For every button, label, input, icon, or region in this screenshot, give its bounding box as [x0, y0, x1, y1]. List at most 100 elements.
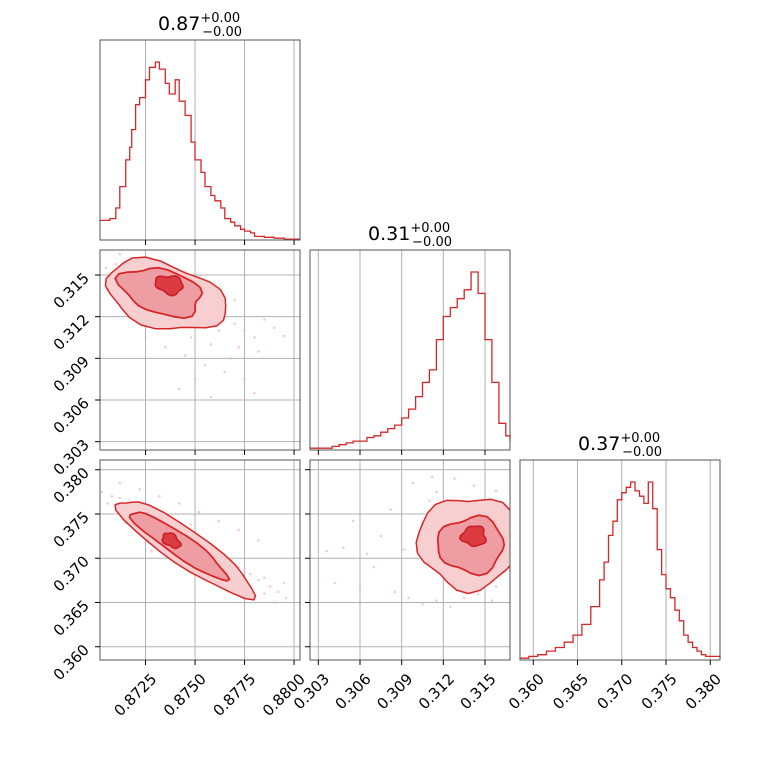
- scatter-x1-x3-sample-15: [249, 572, 252, 576]
- scatter-x1-x3-sample-27: [263, 576, 266, 579]
- scatter-x1-x2-sample-39: [183, 354, 187, 357]
- scatter-x1-x3-sample-32: [197, 510, 201, 514]
- scatter-x1-x2-sample-27: [229, 357, 232, 360]
- scatter-x1-x2-sample-14: [243, 329, 246, 332]
- scatter-x1-x3-sample-41: [272, 601, 276, 604]
- title-lower-error: −0.00: [622, 445, 662, 460]
- panel-joint-x1-x3: [99, 459, 301, 661]
- scatter-x1-x3-sample-2: [118, 496, 122, 500]
- histogram-x3: [520, 481, 721, 659]
- scatter-x1-x3-sample-28: [118, 481, 122, 485]
- scatter-x2-x3-sample-1: [428, 499, 431, 503]
- title-lower-error: −0.00: [412, 235, 452, 250]
- scatter-x2-x3-sample-42: [453, 477, 456, 480]
- y-tick-label-x3-3: 0.375: [50, 508, 93, 551]
- scatter-x1-x3-sample-49: [106, 502, 110, 505]
- scatter-x1-x2-sample-36: [282, 334, 286, 338]
- title-upper-error: +0.00: [410, 221, 450, 236]
- scatter-x1-x2-sample-41: [223, 370, 227, 374]
- scatter-x1-x2-sample-42: [243, 377, 246, 381]
- scatter-x2-x3-sample-30: [393, 590, 397, 594]
- histogram-x1: [100, 61, 300, 240]
- scatter-x2-x3-sample-31: [407, 596, 410, 600]
- x-tick-label-x3-3: 0.375: [638, 670, 681, 713]
- x-tick-label-x1-1: 0.8750: [160, 670, 210, 720]
- title-x3: 0.37+0.00 −0.00: [578, 431, 662, 460]
- scatter-x2-x3-sample-41: [430, 475, 434, 479]
- scatter-x1-x2-sample-25: [189, 336, 193, 339]
- scatter-x1-x3-sample-48: [282, 581, 286, 585]
- scatter-x2-x3-sample-48: [333, 581, 337, 585]
- panel-joint-x1-x2: [99, 249, 301, 451]
- x-tick-label-x1-2: 0.8775: [209, 670, 259, 720]
- x-tick-label-x3-2: 0.370: [593, 670, 636, 713]
- contour-x1-x2-level-3: [154, 275, 184, 297]
- scatter-x1-x3-sample-31: [177, 502, 181, 505]
- panel-hist-x2: [309, 249, 511, 451]
- scatter-x1-x3-sample-30: [158, 494, 161, 498]
- scatter-x2-x3-sample-35: [462, 596, 466, 600]
- title-lower-error: −0.00: [202, 25, 242, 40]
- contour-x1-x3-level-3: [161, 532, 182, 550]
- scatter-x2-x3-sample-47: [325, 549, 328, 553]
- y-tick-label-x2-2: 0.309: [50, 352, 93, 395]
- scatter-x2-x3-sample-32: [421, 602, 424, 606]
- scatter-x2-x3-sample-40: [411, 481, 415, 485]
- y-tick-label-x2-1: 0.306: [50, 394, 93, 437]
- x-tick-label-x1-0: 0.8725: [110, 670, 160, 720]
- title-value: 0.37: [578, 433, 620, 455]
- scatter-x2-x3-sample-44: [494, 489, 498, 493]
- scatter-x2-x3: [325, 475, 510, 609]
- scatter-x1-x2-sample-28: [118, 252, 122, 256]
- scatter-x1-x2-sample-22: [257, 350, 260, 353]
- scatter-x1-x2-sample-13: [233, 322, 236, 325]
- scatter-x1-x3-sample-18: [276, 590, 280, 594]
- scatter-x1-x2-sample-21: [237, 345, 240, 349]
- scatter-x2-x3-sample-36: [476, 592, 480, 595]
- scatter-x2-x3-sample-33: [435, 599, 438, 603]
- scatter-x1-x2-sample-46: [209, 395, 213, 399]
- y-tick-label-x3-2: 0.370: [50, 552, 93, 595]
- panel-hist-x3: [519, 459, 721, 661]
- panel-hist-x1: [99, 39, 301, 241]
- y-tick-label-x2-4: 0.315: [50, 269, 93, 312]
- x-tick-label-x3-4: 0.380: [682, 670, 725, 713]
- scatter-x1-x3-sample-17: [268, 585, 272, 588]
- title-value: 0.87: [158, 13, 200, 35]
- scatter-x1-x2-sample-35: [272, 326, 276, 330]
- scatter-x1-x3-sample-26: [243, 567, 246, 571]
- scatter-x2-x3-sample-39: [342, 546, 345, 549]
- scatter-x1-x3-sample-34: [237, 528, 240, 532]
- x-tick-label-x3-1: 0.365: [549, 670, 592, 713]
- scatter-x2-x3-sample-29: [358, 587, 362, 591]
- scatter-x2-x3-sample-37: [490, 599, 494, 603]
- scatter-x2-x3-sample-26: [372, 565, 376, 569]
- scatter-x1-x2-sample-38: [164, 345, 167, 349]
- x-tick-label-x2-4: 0.315: [457, 670, 500, 713]
- y-tick-label-x3-0: 0.360: [50, 641, 93, 684]
- scatter-x1-x3-sample-1: [110, 494, 114, 498]
- scatter-x1-x3-sample-35: [257, 539, 260, 542]
- scatter-x1-x2-sample-40: [203, 363, 207, 367]
- title-upper-error: +0.00: [200, 11, 240, 26]
- scatter-x1-x3-sample-0: [100, 490, 104, 494]
- y-tick-label-x2-3: 0.312: [50, 311, 93, 354]
- histogram-x2: [310, 271, 511, 449]
- scatter-x2-x3-sample-18: [494, 585, 498, 588]
- scatter-x2-x3-sample-43: [472, 484, 476, 487]
- scatter-x1-x2-sample-45: [177, 387, 181, 391]
- scatter-x1-x3: [100, 481, 288, 604]
- scatter-x2-x3-sample-38: [351, 519, 355, 523]
- x-tick-label-x2-2: 0.309: [373, 670, 416, 713]
- panel-joint-x2-x3: [309, 459, 511, 661]
- scatter-x1-x2-sample-26: [209, 343, 213, 346]
- contour-x2-x3-level-3: [459, 525, 487, 548]
- title-x2: 0.31+0.00 −0.00: [368, 221, 452, 250]
- title-upper-error: +0.00: [620, 431, 660, 446]
- scatter-x1-x2-sample-34: [263, 318, 266, 321]
- scatter-x1-x2-sample-44: [193, 377, 197, 381]
- scatter-x1-x2-sample-37: [144, 336, 147, 339]
- scatter-x1-x3-sample-16: [257, 579, 260, 582]
- scatter-x1-x3-sample-19: [284, 596, 288, 600]
